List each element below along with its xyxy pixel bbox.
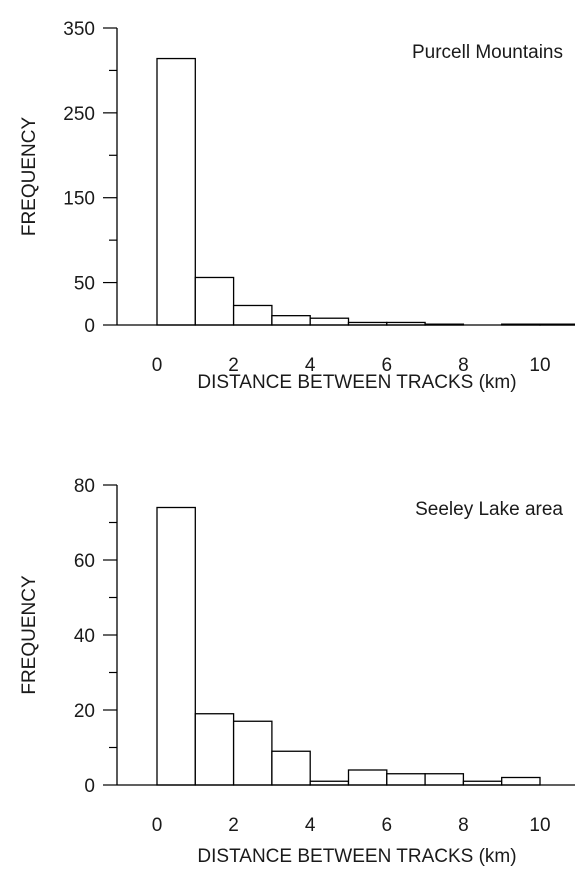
panel-purcell-mountains: 0 50 150 250 350 0 2 4 6 8 10 DISTANCE BETWEEN TRAC… xyxy=(19,19,575,393)
histogram-bar xyxy=(232,720,273,786)
y-tick-label: 0 xyxy=(84,776,95,797)
y-tick-label: 40 xyxy=(74,626,95,647)
x-tick-label: 8 xyxy=(458,355,469,376)
panel-annotation: Purcell Mountains xyxy=(412,42,563,63)
y-tick-label: 20 xyxy=(74,701,95,722)
histogram-bar xyxy=(309,317,350,326)
histogram-bar xyxy=(156,506,196,786)
x-tick-label: 10 xyxy=(529,815,550,836)
histogram-bar xyxy=(232,304,273,326)
histogram-bar xyxy=(386,773,426,786)
y-tick-label: 60 xyxy=(74,551,95,572)
histogram-bar xyxy=(194,276,235,326)
x-tick-label: 0 xyxy=(152,815,163,836)
x-tick-label: 2 xyxy=(228,815,239,836)
histogram-bar xyxy=(347,769,388,786)
y-tick-label: 80 xyxy=(74,476,95,497)
x-tick-label: 8 xyxy=(458,815,469,836)
x-tick-label: 6 xyxy=(382,355,393,376)
x-tick-label: 2 xyxy=(228,355,239,376)
y-tick-label: 0 xyxy=(84,316,95,337)
x-tick-label: 4 xyxy=(305,815,316,836)
x-tick-label: 10 xyxy=(529,355,550,376)
x-tick-label: 4 xyxy=(305,355,316,376)
panel-seeley-lake-area: 0 20 40 60 80 0 2 4 6 8 10 DISTANCE BETWEEN TRACKS … xyxy=(19,476,575,867)
y-axis-label: FREQUENCY xyxy=(19,575,40,695)
y-axis-label: FREQUENCY xyxy=(19,117,40,237)
y-tick-label: 350 xyxy=(63,19,95,40)
histogram-bar xyxy=(156,57,196,326)
histogram-bar xyxy=(424,773,465,786)
x-axis-label: DISTANCE BETWEEN TRACKS (km) xyxy=(197,846,516,867)
histogram-bar xyxy=(194,713,235,786)
histogram-bar xyxy=(271,315,311,326)
panel-annotation: Seeley Lake area xyxy=(415,499,563,520)
x-axis-label: DISTANCE BETWEEN TRACKS (km) xyxy=(197,372,516,393)
histogram-bar xyxy=(501,776,541,786)
histogram-bar xyxy=(271,750,311,786)
x-tick-label: 6 xyxy=(382,815,393,836)
y-tick-label: 50 xyxy=(74,274,95,295)
x-tick-label: 0 xyxy=(152,355,163,376)
y-tick-label: 250 xyxy=(63,104,95,125)
y-tick-label: 150 xyxy=(63,189,95,210)
